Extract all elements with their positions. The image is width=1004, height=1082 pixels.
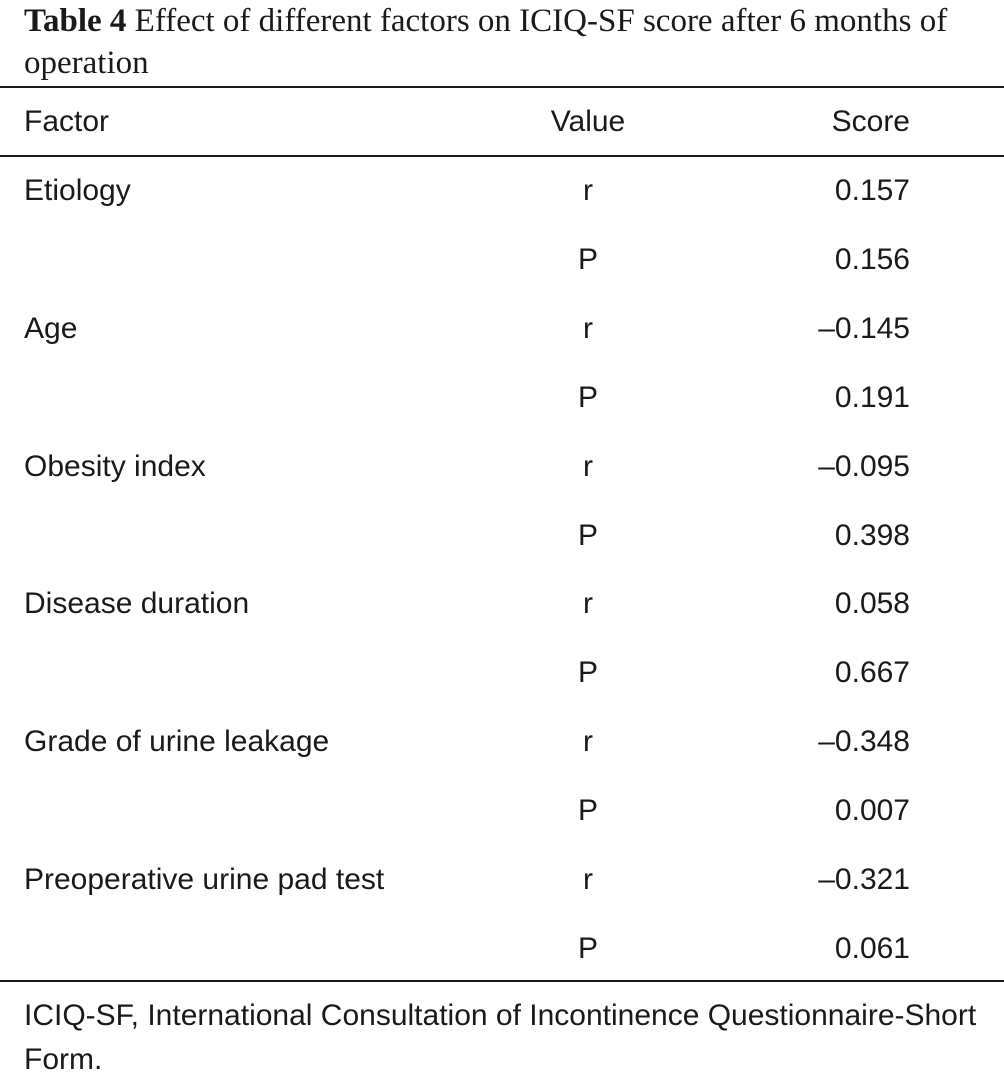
cell-factor: Age bbox=[24, 312, 78, 345]
cell-value: r bbox=[583, 863, 593, 896]
cell-factor: Etiology bbox=[24, 174, 131, 207]
table-footnote: ICIQ-SF, International Consultation of I… bbox=[24, 999, 977, 1076]
cell-score: 0.156 bbox=[834, 243, 910, 276]
cell-value: P bbox=[577, 932, 598, 965]
cell-score: –0.321 bbox=[818, 863, 910, 896]
cell-factor: Grade of urine leakage bbox=[24, 725, 330, 758]
cell-value: r bbox=[583, 450, 593, 483]
header-score: Score bbox=[831, 105, 910, 138]
cell-score: 0.007 bbox=[834, 794, 910, 827]
cell-value: P bbox=[577, 243, 598, 276]
cell-value: r bbox=[583, 725, 593, 758]
cell-score: 0.157 bbox=[834, 174, 910, 207]
cell-value: r bbox=[583, 587, 593, 620]
table-header-rule bbox=[0, 155, 1004, 157]
cell-factor: Preoperative urine pad test bbox=[24, 863, 385, 896]
cell-value: r bbox=[583, 174, 593, 207]
cell-score: –0.348 bbox=[818, 725, 910, 758]
cell-score: 0.398 bbox=[834, 519, 910, 552]
table-caption: Table 4 Effect of different factors on I… bbox=[24, 0, 994, 84]
table-top-rule bbox=[0, 86, 1004, 88]
table-caption-text: Effect of different factors on ICIQ-SF s… bbox=[24, 3, 948, 81]
header-factor: Factor bbox=[24, 105, 110, 138]
cell-value: P bbox=[577, 519, 598, 552]
cell-score: –0.095 bbox=[818, 450, 910, 483]
cell-value: P bbox=[577, 794, 598, 827]
table-bottom-rule bbox=[0, 980, 1004, 982]
cell-score: 0.061 bbox=[834, 932, 910, 965]
cell-value: P bbox=[577, 656, 598, 689]
cell-value: r bbox=[583, 312, 593, 345]
cell-score: 0.191 bbox=[834, 381, 910, 414]
cell-score: –0.145 bbox=[818, 312, 910, 345]
header-value: Value bbox=[550, 105, 626, 138]
cell-score: 0.058 bbox=[834, 587, 910, 620]
table-caption-label: Table 4 bbox=[24, 3, 127, 39]
cell-factor: Disease duration bbox=[24, 587, 250, 620]
cell-score: 0.667 bbox=[834, 656, 910, 689]
cell-factor: Obesity index bbox=[24, 450, 206, 483]
cell-value: P bbox=[577, 381, 598, 414]
